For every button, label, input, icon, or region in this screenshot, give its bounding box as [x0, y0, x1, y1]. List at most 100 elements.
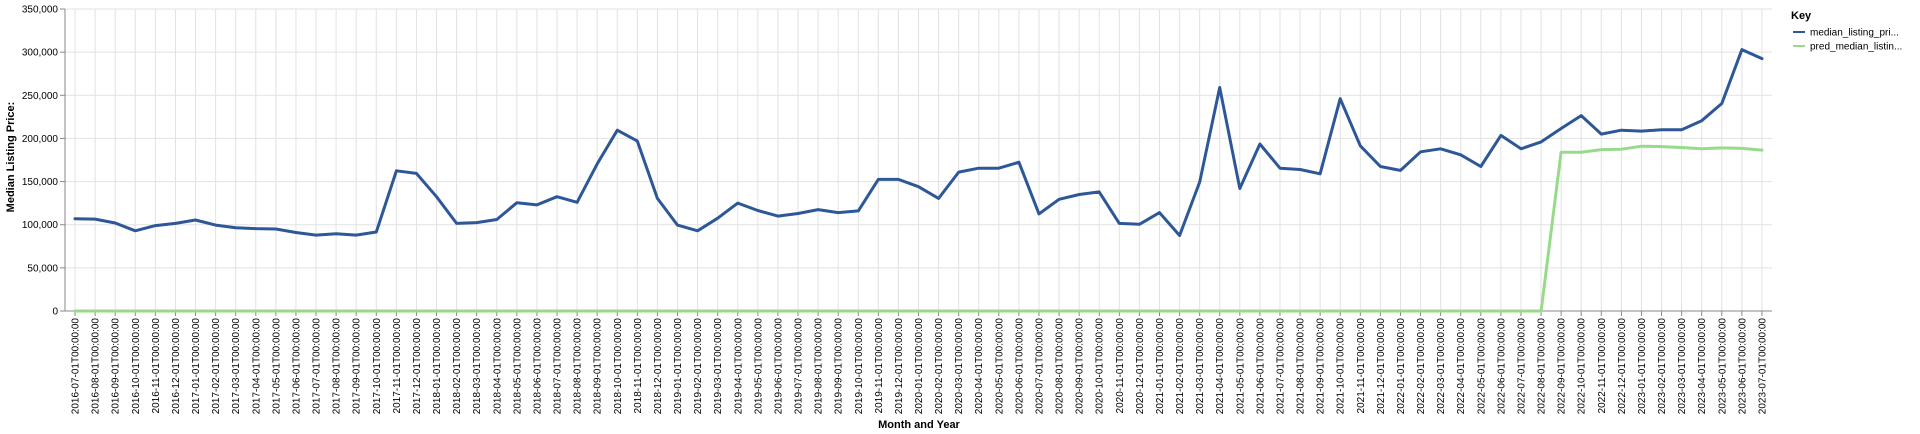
x-tick-label: 2019-02-01T00:00:00	[693, 318, 704, 415]
x-tick-label: 2018-01-01T00:00:00	[432, 318, 443, 415]
gridlines	[65, 8, 1772, 312]
x-tick-label: 2022-11-01T00:00:00	[1597, 318, 1608, 414]
x-tick-label: 2019-07-01T00:00:00	[794, 318, 805, 415]
x-tick-label: 2018-10-01T00:00:00	[613, 318, 624, 415]
x-tick-label: 2016-12-01T00:00:00	[171, 318, 182, 415]
x-tick-label: 2018-02-01T00:00:00	[452, 318, 463, 415]
x-tick-label: 2017-11-01T00:00:00	[392, 318, 403, 414]
x-tick-label: 2018-04-01T00:00:00	[492, 318, 503, 415]
x-tick-label: 2020-05-01T00:00:00	[994, 318, 1005, 415]
series-line-0	[73, 48, 1764, 237]
x-tick-label: 2022-12-01T00:00:00	[1617, 318, 1628, 415]
series-line-1	[73, 144, 1764, 313]
x-axis-title: Month and Year	[878, 419, 960, 431]
x-tick-label: 2018-11-01T00:00:00	[633, 318, 644, 414]
x-tick-label: 2019-01-01T00:00:00	[673, 318, 684, 415]
x-tick-label: 2019-06-01T00:00:00	[773, 318, 784, 415]
x-tick-label: 2020-01-01T00:00:00	[914, 318, 925, 415]
x-tick-label: 2020-12-01T00:00:00	[1135, 318, 1146, 415]
x-tick-label: 2019-10-01T00:00:00	[854, 318, 865, 415]
x-tick-label: 2018-12-01T00:00:00	[653, 318, 664, 415]
x-tick-label: 2021-09-01T00:00:00	[1316, 318, 1327, 415]
x-tick-label: 2020-07-01T00:00:00	[1034, 318, 1045, 415]
x-tick-label: 2021-02-01T00:00:00	[1175, 318, 1186, 415]
x-tick-label: 2016-11-01T00:00:00	[151, 318, 162, 414]
x-tick-label: 2020-02-01T00:00:00	[934, 318, 945, 415]
x-tick-label: 2022-08-01T00:00:00	[1537, 318, 1548, 415]
legend-label: median_listing_pri...	[1810, 28, 1899, 39]
x-tick-label: 2016-10-01T00:00:00	[131, 318, 142, 415]
x-tick-label: 2017-04-01T00:00:00	[251, 318, 262, 415]
y-axis-title: Median Listing Price:	[5, 102, 17, 213]
x-tick-label: 2017-02-01T00:00:00	[211, 318, 222, 415]
x-tick-label: 2017-07-01T00:00:00	[312, 318, 323, 415]
x-tick-label: 2022-10-01T00:00:00	[1577, 318, 1588, 415]
x-tick-label: 2020-03-01T00:00:00	[954, 318, 965, 415]
x-tick-label: 2016-07-01T00:00:00	[71, 318, 82, 415]
x-tick-label: 2021-04-01T00:00:00	[1215, 318, 1226, 415]
x-tick-label: 2020-10-01T00:00:00	[1095, 318, 1106, 415]
x-tick-label: 2019-11-01T00:00:00	[874, 318, 885, 414]
x-tick-label: 2019-04-01T00:00:00	[733, 318, 744, 415]
x-tick-label: 2022-09-01T00:00:00	[1557, 318, 1568, 415]
x-tick-label: 2019-03-01T00:00:00	[713, 318, 724, 415]
x-tick-label: 2023-04-01T00:00:00	[1697, 318, 1708, 415]
x-tick-label: 2022-07-01T00:00:00	[1516, 318, 1527, 415]
x-tick-label: 2023-02-01T00:00:00	[1657, 318, 1668, 415]
x-tick-label: 2020-04-01T00:00:00	[974, 318, 985, 415]
x-tick-label: 2016-08-01T00:00:00	[91, 318, 102, 415]
x-tick-label: 2018-08-01T00:00:00	[573, 318, 584, 415]
x-tick-label: 2019-05-01T00:00:00	[753, 318, 764, 415]
x-tick-label: 2022-06-01T00:00:00	[1496, 318, 1507, 415]
y-tick-label: 100,000	[22, 220, 59, 231]
y-tick-label: 300,000	[22, 48, 59, 59]
x-tick-label: 2016-09-01T00:00:00	[111, 318, 122, 415]
x-tick-label: 2019-09-01T00:00:00	[834, 318, 845, 415]
x-tick-label: 2021-06-01T00:00:00	[1255, 318, 1266, 415]
x-tick-label: 2021-07-01T00:00:00	[1275, 318, 1286, 415]
y-tick-label: 350,000	[22, 5, 59, 16]
x-tick-label: 2021-12-01T00:00:00	[1376, 318, 1387, 415]
x-tick-label: 2020-08-01T00:00:00	[1055, 318, 1066, 415]
x-tick-label: 2017-01-01T00:00:00	[191, 318, 202, 415]
x-tick-label: 2020-09-01T00:00:00	[1075, 318, 1086, 415]
x-tick-label: 2023-01-01T00:00:00	[1637, 318, 1648, 415]
x-tick-label: 2017-09-01T00:00:00	[352, 318, 363, 415]
x-tick-label: 2020-11-01T00:00:00	[1115, 318, 1126, 414]
x-tick-label: 2022-05-01T00:00:00	[1476, 318, 1487, 415]
x-tick-label: 2018-03-01T00:00:00	[472, 318, 483, 415]
series-lines	[73, 48, 1764, 313]
x-tick-label: 2021-05-01T00:00:00	[1235, 318, 1246, 415]
y-tick-label: 200,000	[22, 134, 59, 145]
x-tick-label: 2020-06-01T00:00:00	[1014, 318, 1025, 415]
x-tick-label: 2023-05-01T00:00:00	[1717, 318, 1728, 415]
legend-label: pred_median_listin...	[1810, 42, 1902, 53]
y-tick-label: 150,000	[22, 177, 59, 188]
x-tick-label: 2018-09-01T00:00:00	[593, 318, 604, 415]
y-tick-label: 0	[52, 307, 58, 318]
x-tick-label: 2018-06-01T00:00:00	[532, 318, 543, 415]
x-tick-label: 2022-03-01T00:00:00	[1436, 318, 1447, 415]
x-tick-label: 2021-08-01T00:00:00	[1296, 318, 1307, 415]
x-tick-label: 2021-01-01T00:00:00	[1155, 318, 1166, 415]
x-tick-label: 2021-11-01T00:00:00	[1356, 318, 1367, 414]
axes: 0 50,000 100,000 150,000 200,000 250,000 300,0…	[22, 5, 1772, 415]
x-tick-label: 2017-08-01T00:00:00	[332, 318, 343, 415]
x-tick-label: 2023-07-01T00:00:00	[1757, 318, 1768, 415]
x-tick-label: 2017-05-01T00:00:00	[271, 318, 282, 415]
x-tick-label: 2018-05-01T00:00:00	[512, 318, 523, 415]
x-tick-label: 2022-01-01T00:00:00	[1396, 318, 1407, 415]
x-tick-label: 2017-12-01T00:00:00	[412, 318, 423, 415]
x-tick-label: 2023-03-01T00:00:00	[1677, 318, 1688, 415]
x-tick-label: 2021-03-01T00:00:00	[1195, 318, 1206, 415]
x-tick-label: 2021-10-01T00:00:00	[1336, 318, 1347, 415]
x-tick-label: 2022-02-01T00:00:00	[1416, 318, 1427, 415]
x-tick-label: 2019-08-01T00:00:00	[814, 318, 825, 415]
x-tick-label: 2017-03-01T00:00:00	[231, 318, 242, 415]
x-tick-label: 2017-06-01T00:00:00	[291, 318, 302, 415]
x-tick-label: 2023-06-01T00:00:00	[1737, 318, 1748, 415]
x-tick-label: 2017-10-01T00:00:00	[372, 318, 383, 415]
legend-title: Key	[1791, 10, 1812, 22]
x-tick-label: 2022-04-01T00:00:00	[1456, 318, 1467, 415]
